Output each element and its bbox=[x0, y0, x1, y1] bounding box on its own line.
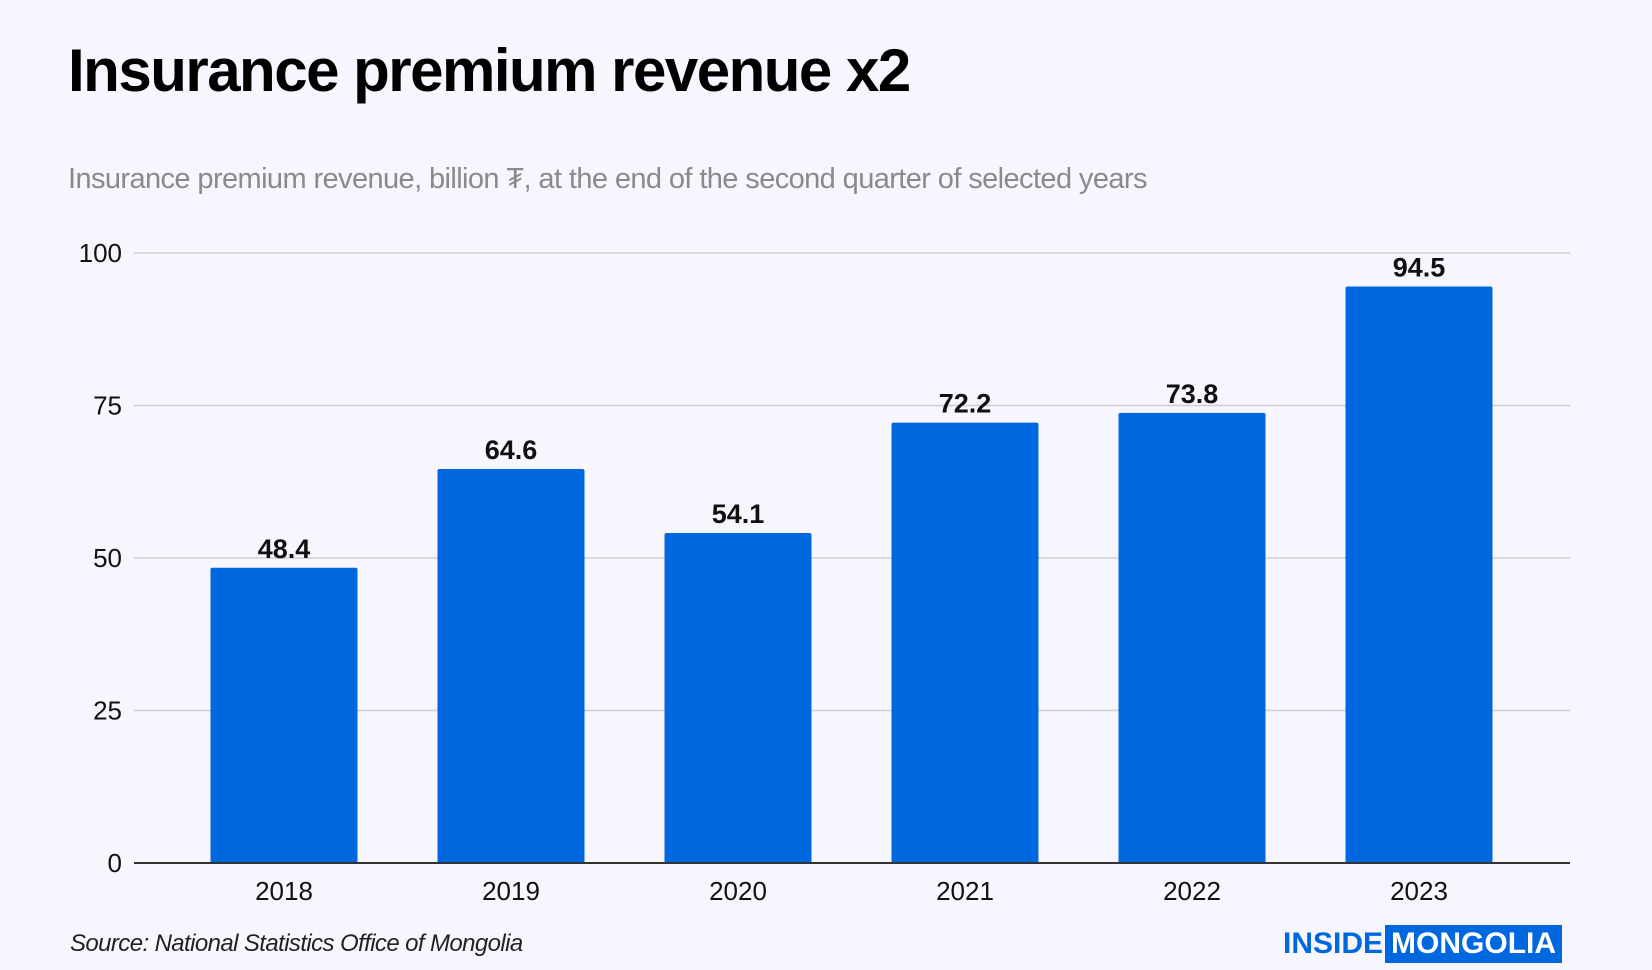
bar-2023 bbox=[1345, 286, 1493, 863]
y-tick-label: 25 bbox=[93, 696, 122, 726]
x-tick-label: 2022 bbox=[1163, 876, 1221, 906]
x-tick-label: 2019 bbox=[482, 876, 540, 906]
x-tick-label: 2018 bbox=[255, 876, 313, 906]
logo-part-inside: INSIDE bbox=[1283, 927, 1384, 960]
bar-2018 bbox=[210, 567, 358, 863]
y-tick-label: 50 bbox=[93, 543, 122, 573]
data-label: 72.2 bbox=[939, 389, 992, 419]
logo-part-mongolia: MONGOLIA bbox=[1385, 925, 1563, 963]
bar-2021 bbox=[891, 422, 1039, 863]
x-tick-label: 2023 bbox=[1390, 876, 1448, 906]
data-label: 64.6 bbox=[485, 435, 538, 465]
data-label: 48.4 bbox=[258, 534, 311, 564]
source-note: Source: National Statistics Office of Mo… bbox=[70, 930, 523, 957]
bar-2020 bbox=[664, 532, 812, 863]
bar-2019 bbox=[437, 468, 585, 863]
y-tick-label: 0 bbox=[108, 848, 122, 878]
data-label: 54.1 bbox=[712, 499, 765, 529]
bar-2022 bbox=[1118, 412, 1266, 863]
data-label: 73.8 bbox=[1166, 379, 1219, 409]
x-tick-label: 2021 bbox=[936, 876, 994, 906]
inside-mongolia-logo: INSIDE MONGOLIA bbox=[1283, 925, 1563, 963]
data-label: 94.5 bbox=[1393, 253, 1446, 283]
chart-subtitle: Insurance premium revenue, billion ₮, at… bbox=[68, 163, 1147, 195]
x-tick-label: 2020 bbox=[709, 876, 767, 906]
y-tick-label: 100 bbox=[79, 238, 122, 268]
chart-title: Insurance premium revenue x2 bbox=[68, 37, 911, 104]
y-tick-label: 75 bbox=[93, 391, 122, 421]
